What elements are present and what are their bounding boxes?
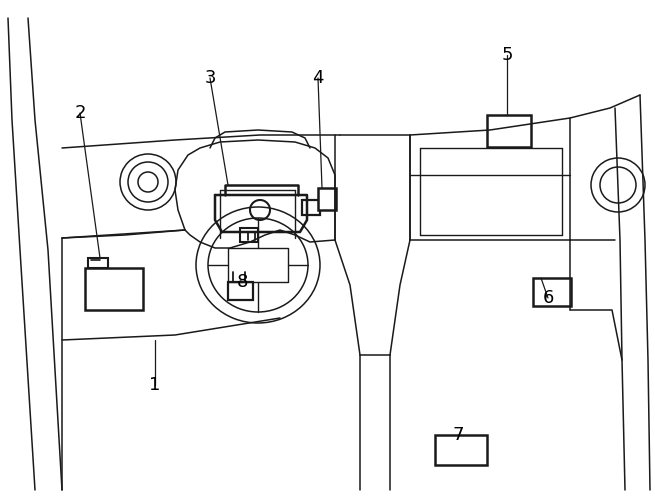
- Bar: [228, 282, 253, 300]
- Text: 6: 6: [542, 289, 553, 307]
- Text: 2: 2: [74, 104, 86, 122]
- Bar: [88, 258, 108, 268]
- Text: 7: 7: [452, 426, 464, 444]
- Text: 3: 3: [204, 69, 215, 87]
- Text: 4: 4: [312, 69, 324, 87]
- Text: 1: 1: [149, 376, 160, 394]
- Bar: [302, 200, 320, 215]
- Bar: [435, 435, 487, 465]
- Bar: [240, 228, 258, 242]
- Bar: [85, 268, 143, 310]
- Bar: [318, 188, 336, 210]
- Text: 8: 8: [236, 273, 248, 291]
- Bar: [487, 115, 531, 147]
- Bar: [533, 278, 571, 306]
- Text: 5: 5: [501, 46, 513, 64]
